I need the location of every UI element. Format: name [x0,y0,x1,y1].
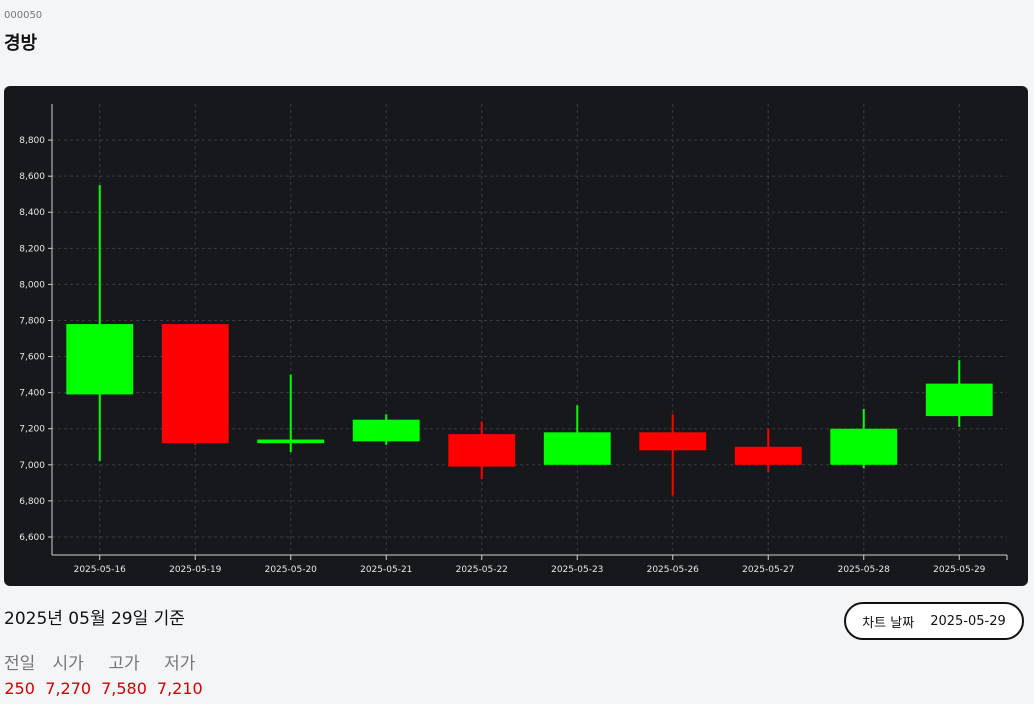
x-tick-label: 2025-05-29 [933,565,986,575]
candle-body [543,432,611,465]
y-tick-label: 7,200 [19,425,45,435]
stat-high-value: 7,580 [101,679,147,698]
y-tick-label: 7,600 [19,353,45,363]
stat-high: 고가 7,580 [101,649,147,698]
stock-code: 000050 [4,10,43,21]
chart-date-picker[interactable]: 차트 날짜 2025-05-29 [844,602,1024,640]
y-tick-label: 6,800 [19,497,45,507]
x-tick-label: 2025-05-23 [551,565,603,575]
y-tick-label: 7,800 [19,316,45,326]
stat-high-label: 고가 [108,654,140,674]
candlestick-chart: 6,600 6,800 7,000 7,200 7,400 7,600 7,800 8,000… [4,86,1028,586]
candle-body [448,434,516,467]
y-tick-label: 7,000 [19,461,45,471]
stat-low: 저가 7,210 [157,649,203,698]
candle-body [734,446,802,465]
candle-body [639,432,707,451]
stat-prev: 전일 250 [4,649,35,698]
candle-body [257,439,325,444]
x-tick-label: 2025-05-22 [456,565,508,575]
stat-open: 시가 7,270 [45,649,91,698]
candle-body [352,419,420,442]
candle-body [161,324,229,444]
stat-open-label: 시가 [52,654,84,674]
x-tick-label: 2025-05-19 [169,565,222,575]
stat-low-label: 저가 [164,654,196,674]
candle-body [66,324,134,395]
y-tick-label: 8,400 [19,208,45,218]
y-tick-label: 6,600 [19,533,45,543]
y-tick-label: 8,000 [19,280,45,290]
x-tick-label: 2025-05-20 [265,565,318,575]
stat-open-value: 7,270 [45,679,92,698]
x-tick-label: 2025-05-26 [647,565,700,575]
chart-date-label: 차트 날짜 [862,615,915,631]
chart-svg: 6,600 6,800 7,000 7,200 7,400 7,600 7,800 8,000… [19,104,1008,575]
y-tick-label: 8,600 [19,172,45,182]
y-tick-label: 7,400 [19,389,45,399]
stat-prev-label: 전일 [4,654,36,674]
x-tick-label: 2025-05-16 [74,565,127,575]
y-tick-label: 8,800 [19,136,45,146]
stock-name: 경방 [4,33,38,54]
price-stats: 전일 250 시가 7,270 고가 7,580 저가 7,210 [4,649,213,698]
candle-body [925,383,993,417]
candle-body [830,428,898,465]
x-tick-label: 2025-05-28 [838,565,891,575]
x-tick-label: 2025-05-21 [360,565,412,575]
y-tick-label: 8,200 [19,244,45,254]
x-tick-label: 2025-05-27 [742,565,794,575]
basis-date-text: 2025년 05월 29일 기준 [4,609,185,629]
stat-low-value: 7,210 [156,679,203,698]
stat-prev-value: 250 [4,679,35,698]
chart-date-value: 2025-05-29 [930,613,1006,629]
